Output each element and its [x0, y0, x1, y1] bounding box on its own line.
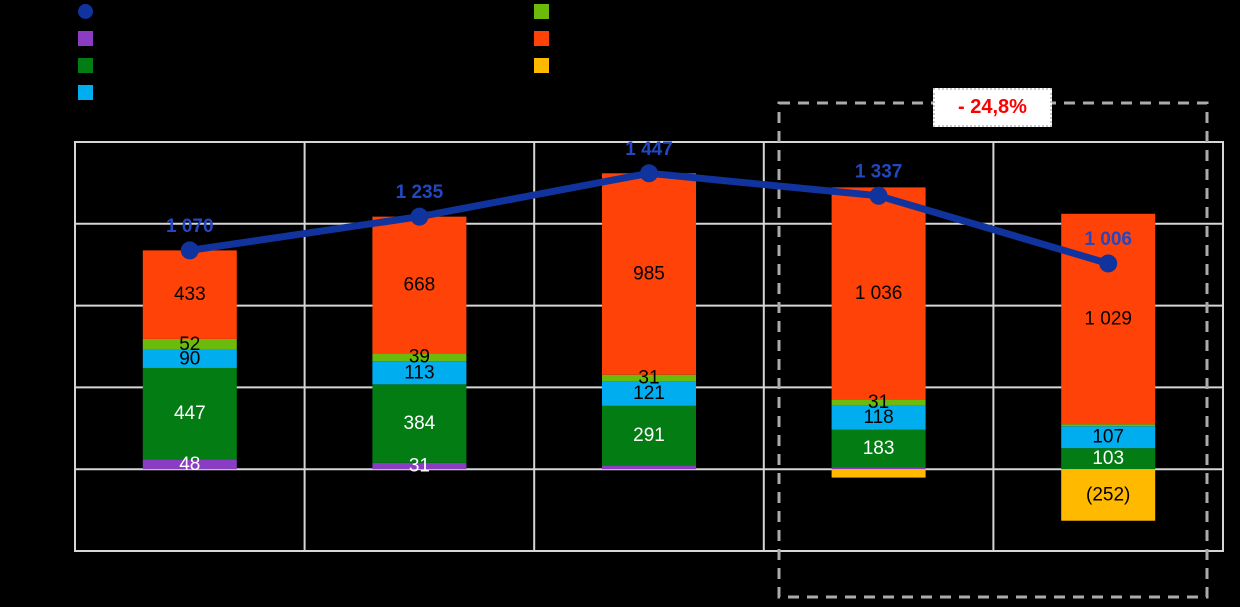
delta-annotation-label: - 24,8% [958, 96, 1027, 118]
bar-segment-label: 668 [404, 274, 436, 295]
bar-segment-label: 291 [633, 425, 665, 446]
bar-segment-label: 447 [174, 403, 206, 424]
bar-segment-cyan [602, 381, 696, 406]
bar-segment-dark-green [372, 384, 467, 463]
line-value-label: 1 235 [396, 182, 444, 203]
legend-item-amber-series [534, 58, 557, 73]
bar-segment-label: 1 029 [1084, 308, 1132, 329]
bar-segment-orange [831, 187, 926, 400]
bar-segment-dark-green [142, 367, 237, 460]
orange-series-swatch-icon [534, 31, 549, 46]
total-line-series-swatch-icon [78, 4, 93, 19]
legend-item-yellow-green-series [534, 4, 557, 19]
bar-segment-label: 107 [1092, 427, 1124, 448]
bar-segment-purple [372, 462, 467, 470]
legend-item-dark-green-series [78, 58, 101, 73]
bar-segment-label: (252) [1086, 484, 1130, 505]
bar-segment-purple [831, 467, 926, 470]
bar-segment-yellow-green [142, 338, 237, 350]
bar-segment-cyan [831, 405, 926, 430]
purple-series-swatch-icon [78, 31, 93, 46]
legend-item-total-line-series [78, 4, 101, 19]
bar-segment-cyan [1061, 426, 1156, 449]
bar-segment-label: 31 [638, 367, 659, 388]
bar-segment-label: 118 [863, 407, 893, 428]
line-marker [410, 207, 429, 226]
bar-segment-label: 103 [1092, 448, 1124, 469]
bar-segment-amber [831, 469, 926, 478]
bar-segment-dark-green [602, 405, 696, 466]
cyan-series-swatch-icon [78, 85, 93, 100]
line-value-label: 1 006 [1084, 229, 1132, 250]
bar-segment-label: 48 [179, 454, 200, 475]
amber-series-swatch-icon [534, 58, 549, 73]
line-value-label: 1 447 [625, 139, 673, 160]
bar-segment-label: 433 [174, 284, 206, 305]
bar-segment-dark-green [1061, 448, 1156, 470]
bar-segment-cyan [372, 361, 467, 385]
line-value-label: 1 070 [166, 216, 214, 237]
line-marker [640, 164, 658, 183]
bar-segment-label: 985 [633, 264, 665, 285]
bar-segment-yellow-green [831, 399, 926, 406]
bar-segment-yellow-green [1061, 424, 1156, 427]
delta-annotation-box: - 24,8% [933, 88, 1052, 127]
bar-segment-label: 384 [404, 413, 436, 434]
bar-segment-cyan [142, 349, 237, 368]
line-value-label: 1 337 [855, 161, 903, 182]
bar-segment-label: 90 [179, 348, 200, 369]
bar-segment-orange [372, 216, 467, 354]
bar-segment-orange [1061, 213, 1156, 425]
bar-segment-label: 31 [868, 392, 889, 413]
bar-segment-label: 113 [404, 362, 434, 383]
bar-segment-dark-green [831, 429, 926, 468]
bar-segment-yellow-green [372, 353, 467, 362]
bar-segment-orange [142, 250, 237, 339]
bar-segment-label: 121 [633, 383, 665, 404]
bar-segment-label: 1 036 [855, 283, 903, 304]
dark-green-series-swatch-icon [78, 58, 93, 73]
legend-item-orange-series [534, 31, 557, 46]
bar-segment-purple [602, 465, 696, 470]
line-marker [869, 186, 888, 205]
bar-segment-label: 31 [409, 456, 430, 477]
plot-border [74, 141, 1224, 552]
line-marker [180, 241, 199, 260]
bar-segment-orange [602, 173, 696, 375]
legend-item-purple-series [78, 31, 101, 46]
bar-segment-yellow-green [602, 374, 696, 382]
bar-segment-label: 39 [409, 347, 430, 368]
bar-segment-label: 52 [179, 334, 200, 355]
line-marker [1099, 254, 1118, 273]
bar-segment-label: 183 [863, 438, 895, 459]
bar-segment-purple [142, 459, 237, 470]
yellow-green-series-swatch-icon [534, 4, 549, 19]
bar-segment-amber [1061, 469, 1156, 521]
legend-item-cyan-series [78, 85, 101, 100]
